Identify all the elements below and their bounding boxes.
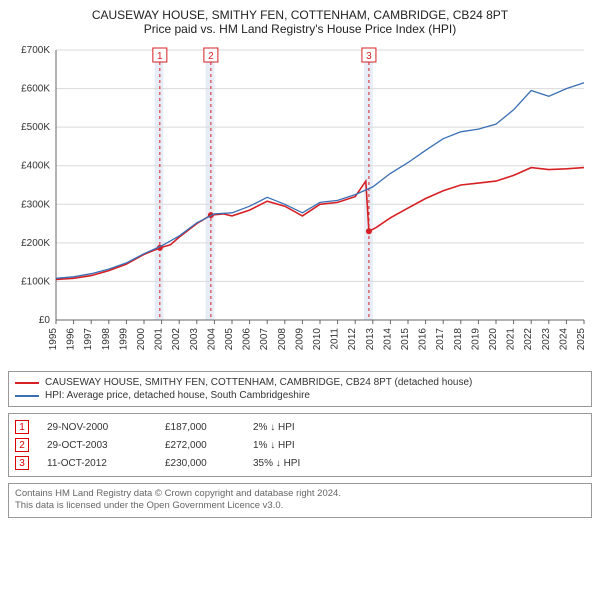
x-tick-label: 2012 (347, 328, 358, 351)
event-pct: 1% ↓ HPI (253, 440, 363, 451)
x-tick-label: 2014 (382, 328, 393, 351)
y-tick-label: £700K (21, 45, 50, 56)
footer-line-1: Contains HM Land Registry data © Crown c… (15, 488, 585, 500)
legend-label: CAUSEWAY HOUSE, SMITHY FEN, COTTENHAM, C… (45, 377, 472, 388)
x-tick-label: 2007 (259, 328, 270, 351)
event-badge-number: 2 (208, 51, 214, 62)
x-tick-label: 2009 (294, 328, 305, 351)
event-badge-number: 1 (157, 51, 163, 62)
x-tick-label: 2001 (154, 328, 165, 351)
event-badge: 3 (15, 456, 29, 470)
event-date: 11-OCT-2012 (47, 458, 147, 469)
x-tick-label: 1995 (48, 328, 59, 351)
x-tick-label: 2013 (365, 328, 376, 351)
y-tick-label: £100K (21, 276, 50, 287)
x-tick-label: 1996 (66, 328, 77, 351)
x-tick-label: 2018 (453, 328, 464, 351)
legend-swatch (15, 382, 39, 384)
x-tick-label: 2022 (523, 328, 534, 351)
y-tick-label: £200K (21, 238, 50, 249)
x-tick-label: 2002 (171, 328, 182, 351)
chart-title-block: CAUSEWAY HOUSE, SMITHY FEN, COTTENHAM, C… (8, 8, 592, 36)
footer-line-2: This data is licensed under the Open Gov… (15, 500, 585, 512)
x-tick-label: 2003 (189, 328, 200, 351)
event-price: £187,000 (165, 422, 235, 433)
x-tick-label: 1998 (101, 328, 112, 351)
events-table: 1 29-NOV-2000 £187,000 2% ↓ HPI 2 29-OCT-2003… (8, 413, 592, 477)
x-tick-label: 2021 (506, 328, 517, 351)
event-row: 1 29-NOV-2000 £187,000 2% ↓ HPI (15, 418, 585, 436)
series-marker (366, 228, 372, 234)
event-row: 2 29-OCT-2003 £272,000 1% ↓ HPI (15, 436, 585, 454)
x-tick-label: 2016 (418, 328, 429, 351)
x-tick-label: 2006 (242, 328, 253, 351)
x-tick-label: 2000 (136, 328, 147, 351)
event-price: £230,000 (165, 458, 235, 469)
event-badge: 1 (15, 420, 29, 434)
y-tick-label: £300K (21, 199, 50, 210)
x-tick-label: 2011 (330, 328, 341, 350)
legend-row: HPI: Average price, detached house, Sout… (15, 389, 585, 402)
event-date: 29-NOV-2000 (47, 422, 147, 433)
event-pct: 2% ↓ HPI (253, 422, 363, 433)
attribution-footer: Contains HM Land Registry data © Crown c… (8, 483, 592, 518)
event-price: £272,000 (165, 440, 235, 451)
legend-row: CAUSEWAY HOUSE, SMITHY FEN, COTTENHAM, C… (15, 376, 585, 389)
legend: CAUSEWAY HOUSE, SMITHY FEN, COTTENHAM, C… (8, 371, 592, 407)
x-tick-label: 2010 (312, 328, 323, 351)
title-line-1: CAUSEWAY HOUSE, SMITHY FEN, COTTENHAM, C… (8, 8, 592, 22)
event-row: 3 11-OCT-2012 £230,000 35% ↓ HPI (15, 454, 585, 472)
x-tick-label: 2015 (400, 328, 411, 351)
title-line-2: Price paid vs. HM Land Registry's House … (8, 22, 592, 36)
y-tick-label: £400K (21, 161, 50, 172)
x-tick-label: 1999 (118, 328, 129, 351)
y-tick-label: £600K (21, 84, 50, 95)
event-badge: 2 (15, 438, 29, 452)
event-date: 29-OCT-2003 (47, 440, 147, 451)
x-tick-label: 2020 (488, 328, 499, 351)
x-tick-label: 2004 (206, 328, 217, 351)
highlight-band (206, 50, 215, 320)
x-tick-label: 1997 (83, 328, 94, 351)
legend-label: HPI: Average price, detached house, Sout… (45, 390, 310, 401)
x-tick-label: 2025 (576, 328, 587, 351)
x-tick-label: 2019 (470, 328, 481, 351)
chart-container: £0 £100K £200K £300K £400K £500K £600K £700K 199… (8, 40, 592, 365)
y-tick-label: £0 (39, 315, 51, 326)
event-badge-number: 3 (366, 51, 372, 62)
highlight-band (155, 50, 164, 320)
event-pct: 35% ↓ HPI (253, 458, 363, 469)
x-tick-label: 2005 (224, 328, 235, 351)
y-tick-label: £500K (21, 122, 50, 133)
x-tick-label: 2008 (277, 328, 288, 351)
x-tick-label: 2023 (541, 328, 552, 351)
legend-swatch (15, 395, 39, 397)
x-tick-label: 2017 (435, 328, 446, 351)
x-tick-label: 2024 (558, 328, 569, 351)
line-chart: £0 £100K £200K £300K £400K £500K £600K £700K 199… (8, 40, 592, 360)
